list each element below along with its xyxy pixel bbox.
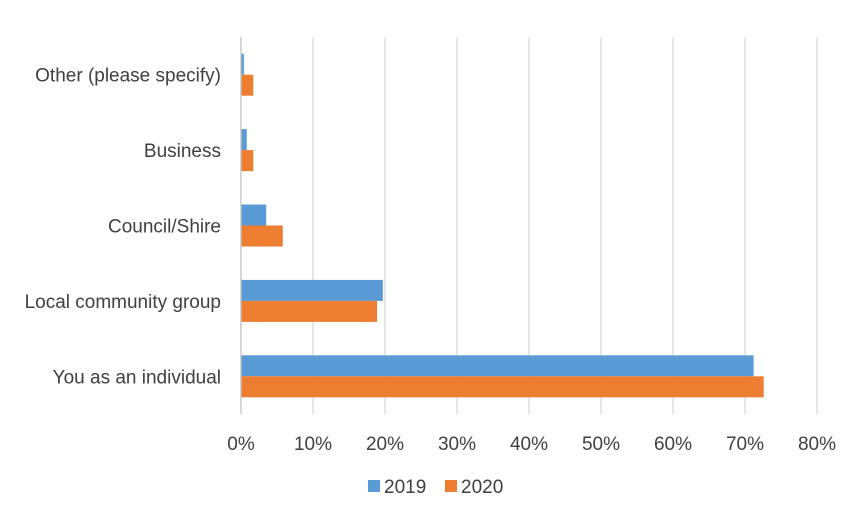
x-tick-label: 40% (510, 434, 548, 455)
bar-2020-3 (241, 150, 254, 172)
category-label: Council/Shire (108, 217, 221, 238)
x-tick-label: 50% (582, 434, 620, 455)
bar-2019-4 (241, 53, 244, 75)
gridlines (312, 37, 818, 414)
x-tick-label: 80% (798, 434, 836, 455)
x-tick-label: 70% (726, 434, 764, 455)
legend-swatch-2020 (445, 480, 457, 492)
bars (241, 53, 764, 398)
bar-2019-2 (241, 204, 267, 226)
x-tick-label: 0% (227, 434, 255, 455)
bar-2020-0 (241, 376, 764, 398)
bar-2020-2 (241, 225, 283, 247)
bar-2019-0 (241, 355, 754, 377)
category-label: Business (144, 141, 221, 162)
bar-2020-4 (241, 74, 254, 96)
category-labels: You as an individual Local community grou… (25, 66, 221, 389)
legend-label-2019: 2019 (384, 477, 426, 498)
x-tick-label: 10% (294, 434, 332, 455)
legend: 2019 2020 (368, 477, 503, 498)
legend-swatch-2019 (368, 480, 380, 492)
x-tick-label: 20% (366, 434, 404, 455)
category-label: You as an individual (53, 367, 221, 388)
category-label: Local community group (25, 292, 221, 313)
x-tick-label: 30% (438, 434, 476, 455)
legend-label-2020: 2020 (461, 477, 503, 498)
x-tick-labels: 0% 10% 20% 30% 40% 50% 60% 70% 80% (227, 434, 836, 455)
bar-2019-3 (241, 129, 247, 151)
bar-2020-1 (241, 300, 378, 322)
x-tick-label: 60% (654, 434, 692, 455)
category-label: Other (please specify) (35, 66, 221, 87)
bar-2019-1 (241, 279, 383, 301)
